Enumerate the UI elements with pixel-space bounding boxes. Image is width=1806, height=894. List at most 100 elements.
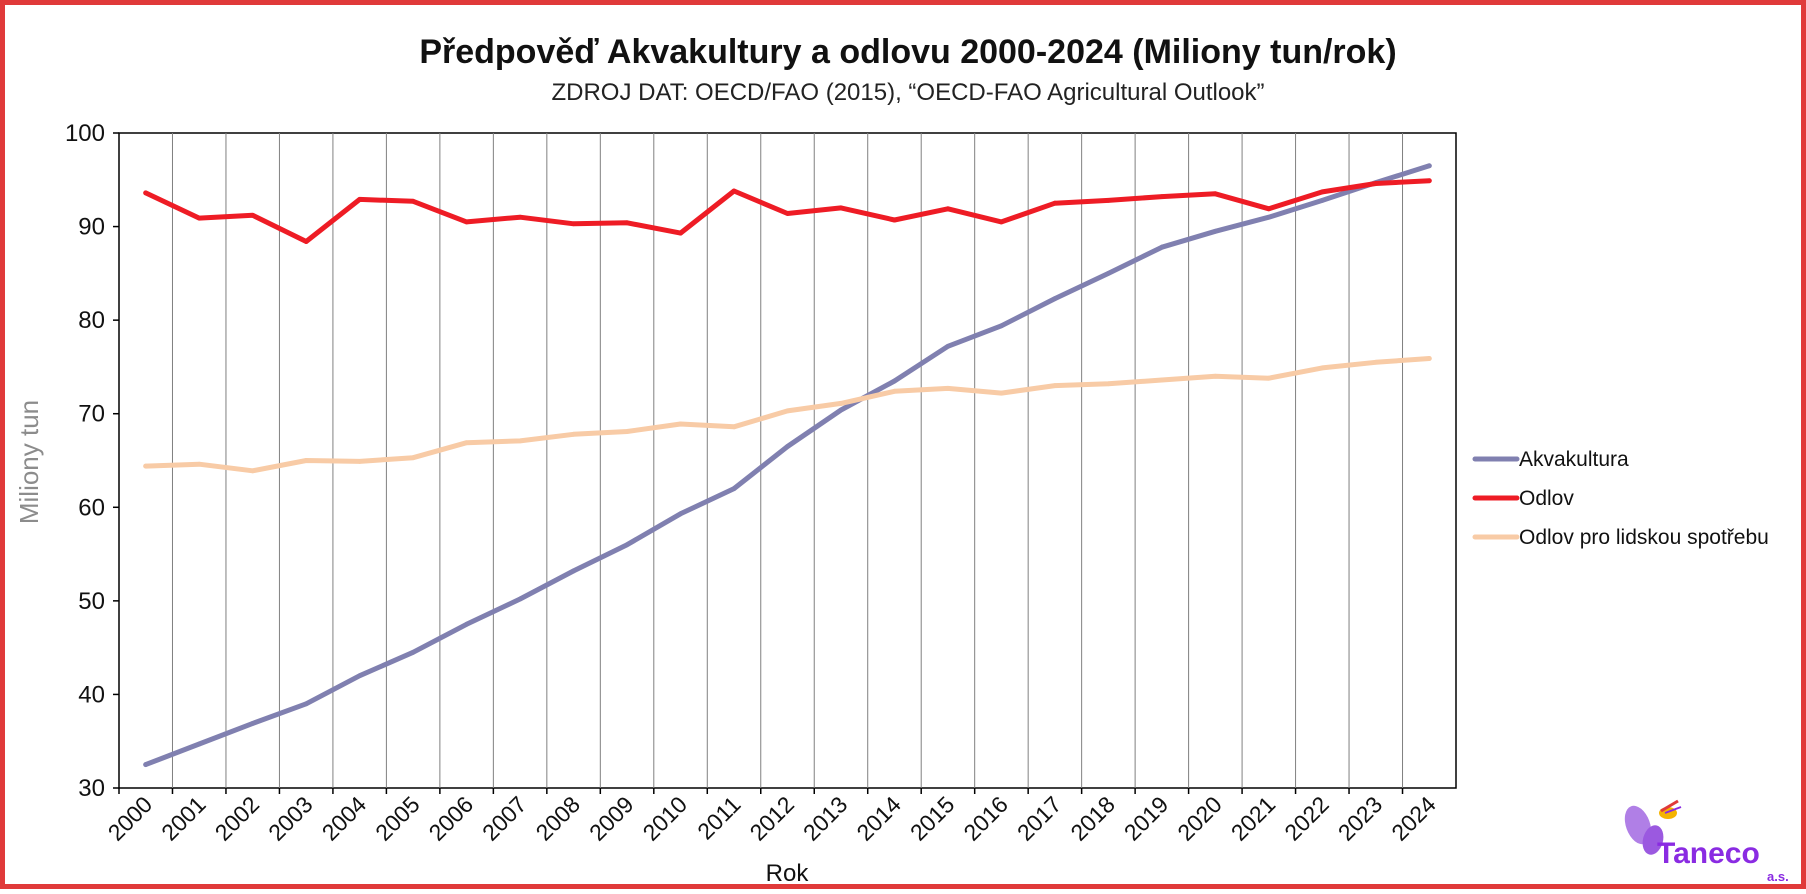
x-tick-label: 2000 [103,791,158,846]
x-tick-label: 2006 [424,791,479,846]
x-tick-label: 2016 [958,791,1013,846]
x-tick-label: 2022 [1279,791,1334,846]
x-tick-label: 2015 [905,791,960,846]
x-tick-label: 2017 [1012,791,1067,846]
data-point [1266,375,1272,381]
x-tick-label: 2002 [210,791,265,846]
data-point [892,378,897,384]
data-point [1159,244,1165,250]
x-tick-label: 2007 [477,791,532,846]
data-point [1373,359,1379,365]
data-point [1212,373,1218,379]
data-point [196,215,202,221]
data-point [1052,296,1058,302]
legend-label-1: Akvakultura [1519,448,1629,471]
data-point [357,197,363,202]
data-point [731,188,737,194]
x-tick-label: 2012 [744,791,799,846]
data-point [143,190,149,196]
data-point [1426,178,1432,184]
legend-label-2: Odlov [1519,487,1574,510]
x-tick-label: 2018 [1065,791,1120,846]
data-point [1052,383,1058,389]
x-tick-label: 2011 [692,791,745,844]
data-point [1105,381,1111,387]
data-point [892,388,897,394]
data-point [464,621,470,627]
legend-label-3: Odlov pro lidskou spotřebu [1519,526,1769,549]
data-point [1212,191,1218,197]
data-point [624,542,630,548]
data-point [410,649,416,655]
chart-subtitle: ZDROJ DAT: OECD/FAO (2015), “OECD-FAO Ag… [551,79,1264,106]
data-point [678,230,683,236]
data-point [1266,214,1272,220]
data-point [892,217,897,223]
data-point [1266,206,1272,212]
x-tick-label: 2024 [1386,791,1441,846]
data-point [731,424,737,430]
data-point [945,206,951,212]
data-point [999,323,1004,329]
x-tick-label: 2020 [1172,791,1227,846]
y-tick-label: 90 [78,214,105,241]
x-tick-label: 2003 [263,791,318,846]
y-axis-label: Miliony tun [14,400,44,524]
x-tick-label: 2021 [1226,791,1281,846]
butterfly-icon [1624,799,1682,855]
x-tick-label: 2019 [1119,791,1174,846]
data-point [517,438,523,444]
x-axis-ticks: 2000200120022003200420052006200720082009… [103,788,1441,846]
x-tick-label: 2023 [1333,791,1388,846]
x-tick-label: 2004 [317,791,372,846]
data-point [571,568,576,574]
data-point [999,219,1004,225]
data-point [410,455,416,461]
data-point [624,429,630,434]
data-point [838,407,844,413]
data-point [357,673,363,679]
data-point [1105,270,1111,276]
y-axis-ticks: 30 40 50 60 70 80 90 100 [65,120,119,802]
data-point [838,401,844,406]
data-point [678,421,683,427]
y-tick-label: 50 [78,588,105,615]
data-point [196,741,202,747]
data-point [1052,200,1058,206]
y-tick-label: 80 [78,307,105,334]
chart: Předpověď Akvakultury a odlovu 2000-2024… [14,33,1789,887]
x-tick-label: 2001 [156,791,211,846]
x-axis-label: Rok [766,860,810,887]
data-point [571,431,576,437]
y-tick-label: 60 [78,494,105,521]
data-point [1319,365,1325,371]
data-point [410,198,416,204]
data-point [250,468,256,474]
data-point [357,459,363,464]
logo-suffix: a.s. [1767,869,1789,884]
data-point [571,221,576,227]
data-point [303,701,309,707]
data-point [945,386,951,391]
data-point [517,214,523,220]
x-tick-label: 2010 [638,791,693,846]
x-tick-label: 2008 [531,791,586,846]
gridlines [171,133,1404,788]
data-point [1159,194,1165,200]
data-point [678,511,683,517]
data-point [785,444,790,449]
data-point [1426,356,1432,361]
data-point [196,461,202,467]
data-point [250,212,256,218]
data-point [1319,197,1325,203]
data-point [624,220,630,226]
data-point [1105,197,1111,203]
data-point [250,721,256,726]
x-tick-label: 2014 [851,791,906,846]
data-point [517,596,523,602]
y-tick-label: 70 [78,401,105,428]
data-point [999,390,1004,396]
series-lines [143,163,1432,768]
y-tick-label: 100 [65,120,105,147]
data-point [838,205,844,211]
